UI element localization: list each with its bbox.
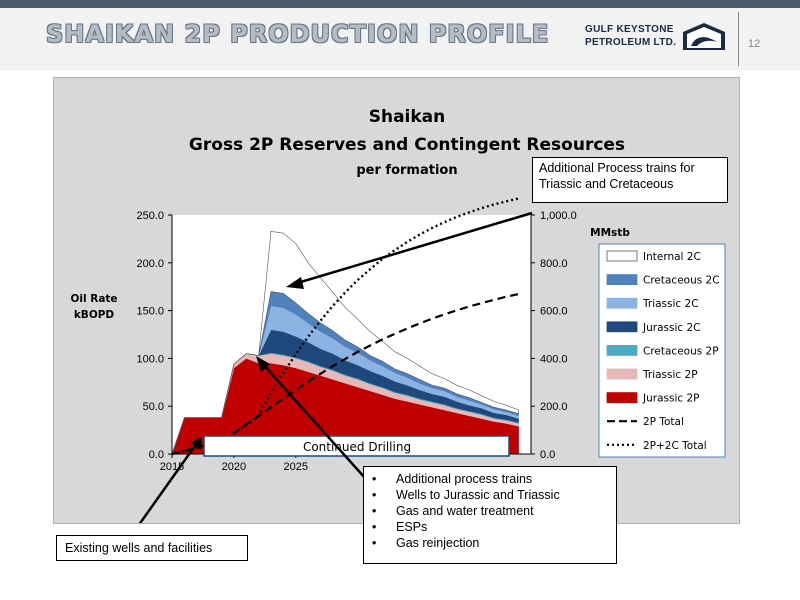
slide-header: [0, 8, 800, 70]
arrow-middle-callout: [261, 362, 375, 489]
y-tick-label: 250.0: [136, 210, 164, 222]
legend-label: Triassic 2C: [642, 298, 699, 310]
y-axis-label-line1: Oil Rate: [70, 293, 117, 305]
y2-tick-label: 1,000.0: [540, 210, 577, 222]
chart-subtitle-2: per formation: [356, 163, 457, 178]
chart-title: Shaikan: [369, 107, 446, 127]
legend-swatch: [606, 274, 638, 286]
logo-text-line1: GULF KEYSTONE: [585, 24, 674, 35]
x-tick-label: 2025: [284, 461, 308, 473]
development-item: Gas reinjection: [370, 535, 610, 551]
legend-swatch: [606, 250, 638, 262]
slide-title: SHAIKAN 2P PRODUCTION PROFILE: [46, 20, 550, 48]
legend-swatch: [606, 368, 638, 380]
y2-tick-label: 0.0: [540, 449, 555, 461]
arrow-left-callout: [138, 442, 199, 523]
callout-development-list: Additional process trains Wells to Juras…: [363, 466, 617, 564]
legend-label: Jurassic 2P: [642, 393, 699, 405]
callout-process-trains: Additional Process trains for Triassic a…: [532, 157, 728, 203]
legend-swatch: [606, 392, 638, 404]
legend-label: Jurassic 2C: [642, 322, 700, 334]
y2-axis-ticks: 0.0 200.0 400.0 600.0 800.0 1,000.0: [531, 210, 577, 461]
chart-subtitle: Gross 2P Reserves and Contingent Resourc…: [189, 135, 625, 155]
area-series-group: [171, 230, 519, 455]
continued-drilling-label: Continued Drilling: [303, 440, 411, 454]
legend-label: 2P Total: [643, 416, 684, 428]
y-tick-label: 200.0: [136, 258, 164, 270]
chart-frame: Shaikan Gross 2P Reserves and Contingent…: [53, 77, 740, 524]
development-item: Gas and water treatment: [370, 503, 610, 519]
y-axis-label-line2: kBOPD: [74, 309, 115, 321]
callout-existing-wells: Existing wells and facilities: [56, 535, 248, 561]
legend-items-group: Internal 2C Cretaceous 2C Triassic 2C Juras…: [606, 250, 720, 452]
legend-label: Cretaceous 2P: [643, 345, 719, 357]
page-number: 12: [748, 38, 761, 50]
company-logo: GULF KEYSTONE PETROLEUM LTD.: [585, 23, 735, 54]
development-item: ESPs: [370, 519, 610, 535]
arrowhead-middle-callout: [256, 356, 270, 372]
arrowhead-left-callout: [191, 436, 202, 450]
y2-tick-label: 800.0: [540, 258, 568, 270]
y-tick-label: 50.0: [143, 401, 164, 413]
slide-top-bar: [0, 0, 800, 8]
y-axis-ticks: 0.0 50.0 100.0 150.0 200.0 250.0: [136, 210, 172, 461]
legend-label: Cretaceous 2C: [643, 275, 720, 287]
y2-tick-label: 600.0: [540, 306, 568, 318]
y2-axis-label: MMstb: [590, 227, 630, 239]
y-tick-label: 0.0: [149, 449, 164, 461]
callout-arrows: [138, 211, 533, 523]
development-item: Wells to Jurassic and Triassic: [370, 487, 610, 503]
area-internal-2c: [171, 230, 519, 455]
continued-drilling-box: [203, 435, 510, 457]
legend-swatch: [606, 321, 638, 333]
line-2p-total: [171, 293, 519, 456]
production-chart: Shaikan Gross 2P Reserves and Contingent…: [70, 107, 726, 523]
x-tick-label: 2020: [222, 461, 246, 473]
legend-label: 2P+2C Total: [643, 440, 707, 452]
development-item: Additional process trains: [370, 471, 610, 487]
arrowhead-top-callout: [286, 277, 304, 289]
legend-label: Internal 2C: [643, 251, 701, 263]
legend-swatch: [606, 297, 638, 309]
logo-text-line2: PETROLEUM LTD.: [585, 37, 677, 48]
y2-tick-label: 200.0: [540, 401, 568, 413]
legend-label: Triassic 2P: [642, 369, 698, 381]
y-tick-label: 150.0: [136, 306, 164, 318]
header-divider: [738, 12, 739, 66]
y-tick-label: 100.0: [136, 353, 164, 365]
y2-tick-label: 400.0: [540, 353, 568, 365]
keystone-logo-icon: [683, 23, 725, 50]
legend-swatch: [606, 344, 638, 356]
arrow-top-callout: [293, 211, 533, 286]
